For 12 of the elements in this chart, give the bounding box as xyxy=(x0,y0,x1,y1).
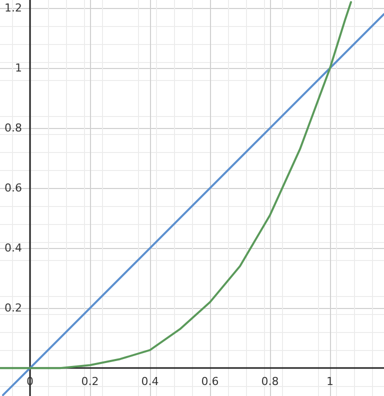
line-series xyxy=(0,1,352,370)
y-tick-label: 0.8 xyxy=(4,122,22,135)
y-tick-label: 0.6 xyxy=(4,182,22,195)
y-tick-label: 0.2 xyxy=(4,302,22,315)
y-tick-label: 0.4 xyxy=(4,242,22,255)
x-tick-label: 1 xyxy=(326,375,334,388)
y-tick-label: 1.2 xyxy=(4,2,22,15)
y-tick-label: 1 xyxy=(15,62,22,75)
x-tick-label: 0.8 xyxy=(261,375,279,388)
x-tick-label: 0.4 xyxy=(141,375,159,388)
x-tick-label: 0.2 xyxy=(81,375,99,388)
x-tick-label: 0.6 xyxy=(201,375,219,388)
